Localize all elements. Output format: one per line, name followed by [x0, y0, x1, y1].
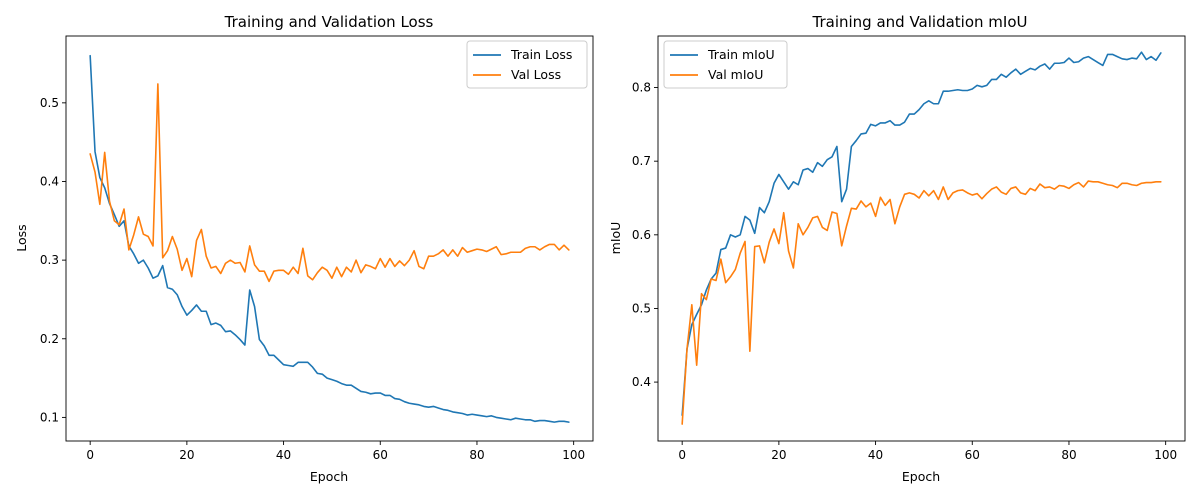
miou-chart: Training and Validation mIoU 0 20 40 60 80 10…	[608, 13, 1186, 484]
loss-legend-box	[466, 40, 588, 89]
loss-legend-val-label: Val Loss	[511, 67, 561, 82]
miou-y-tick-label: 0.7	[632, 154, 651, 168]
loss-x-axis-label: Epoch	[310, 469, 348, 484]
miou-series-lines	[681, 51, 1162, 425]
miou-legend: Train mIoU Val mIoU	[663, 40, 788, 89]
loss-x-tick-label: 40	[276, 448, 291, 462]
loss-x-tick-label: 80	[469, 448, 484, 462]
loss-y-axis-label: Loss	[14, 224, 29, 251]
miou-legend-box	[663, 40, 788, 89]
miou-y-tick-label: 0.5	[632, 301, 651, 315]
miou-chart-title: Training and Validation mIoU	[812, 13, 1028, 31]
miou-x-axis-label: Epoch	[902, 469, 940, 484]
miou-y-axis: 0.4 0.5 0.6 0.7 0.8	[632, 81, 658, 389]
miou-y-tick-label: 0.8	[632, 81, 651, 95]
miou-plot-frame	[657, 35, 1186, 442]
loss-x-tick-label: 60	[373, 448, 388, 462]
loss-series-line-train-loss	[89, 54, 570, 423]
miou-x-tick-label: 40	[868, 448, 883, 462]
miou-x-tick-label: 0	[678, 448, 686, 462]
loss-plot-frame	[65, 35, 594, 442]
miou-x-tick-label: 60	[965, 448, 980, 462]
miou-series-line-train-miou	[681, 51, 1162, 417]
loss-series-line-val-loss	[89, 83, 570, 283]
miou-x-tick-label: 100	[1154, 448, 1177, 462]
miou-x-tick-label: 80	[1061, 448, 1076, 462]
loss-y-tick-label: 0.5	[40, 96, 59, 110]
loss-y-tick-label: 0.4	[40, 174, 59, 188]
miou-legend-val-label: Val mIoU	[708, 67, 763, 82]
miou-x-axis: 0 20 40 60 80 100	[678, 441, 1177, 462]
loss-y-tick-label: 0.1	[40, 410, 59, 424]
miou-y-axis-label: mIoU	[608, 222, 623, 255]
loss-legend: Train Loss Val Loss	[466, 40, 588, 89]
loss-y-tick-label: 0.2	[40, 332, 59, 346]
loss-x-tick-label: 100	[562, 448, 585, 462]
loss-chart: Training and Validation Loss 0 20 40 60 80 10…	[14, 13, 594, 484]
loss-series-lines	[89, 54, 570, 423]
loss-x-axis: 0 20 40 60 80 100	[86, 441, 585, 462]
miou-y-tick-label: 0.6	[632, 228, 651, 242]
loss-y-axis: 0.1 0.2 0.3 0.4 0.5	[40, 96, 66, 424]
miou-x-tick-label: 20	[771, 448, 786, 462]
loss-y-tick-label: 0.3	[40, 253, 59, 267]
loss-chart-title: Training and Validation Loss	[224, 13, 434, 31]
miou-series-line-val-miou	[681, 180, 1162, 425]
loss-x-tick-label: 0	[86, 448, 94, 462]
miou-legend-train-label: Train mIoU	[707, 47, 775, 62]
loss-legend-train-label: Train Loss	[510, 47, 572, 62]
miou-y-tick-label: 0.4	[632, 375, 651, 389]
loss-x-tick-label: 20	[179, 448, 194, 462]
